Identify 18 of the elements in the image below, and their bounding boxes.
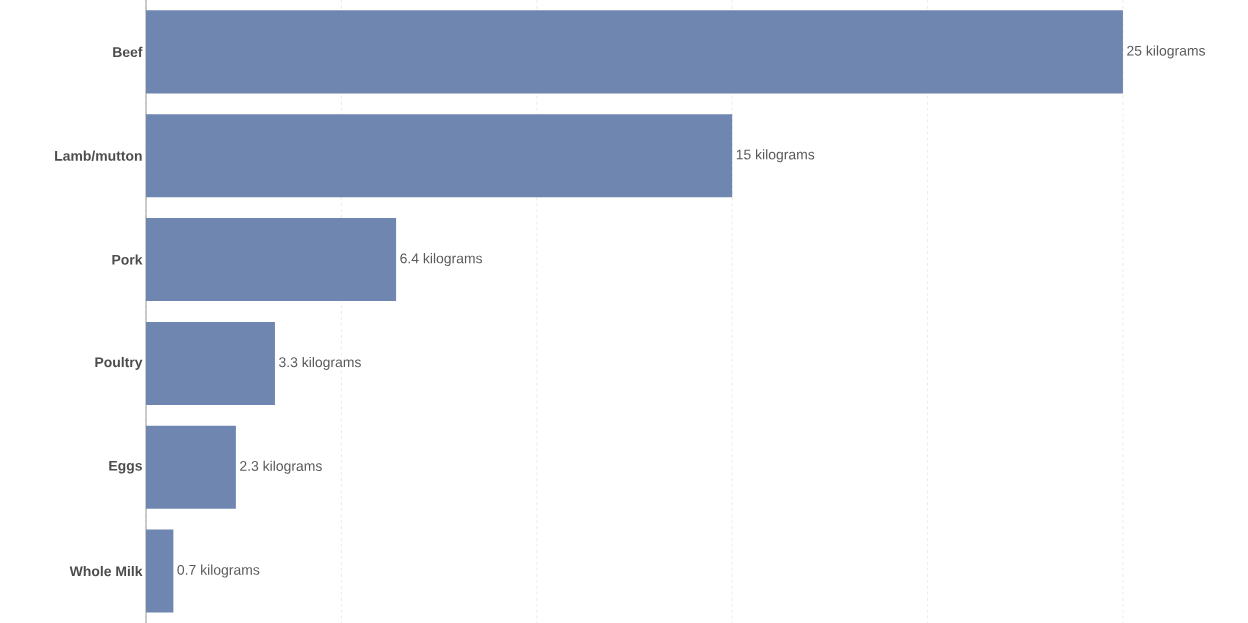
bar	[146, 114, 733, 198]
data-label: 6.4 kilograms	[400, 253, 483, 267]
y-tick-label: Pork	[112, 254, 143, 265]
y-tick-label: Poultry	[95, 356, 143, 370]
y-tick-label: Whole Milk	[69, 565, 143, 577]
data-label: 25 kilograms	[1127, 45, 1206, 59]
y-tick-label: Eggs	[109, 460, 142, 474]
data-label: 2.3 kilograms	[240, 460, 322, 474]
bar	[146, 10, 1123, 94]
bar	[146, 529, 174, 613]
bar	[146, 425, 236, 509]
data-label: 0.7 kilograms	[177, 564, 260, 578]
bar	[146, 321, 275, 405]
data-label: 15 kilograms	[736, 149, 815, 163]
bar	[146, 218, 397, 302]
y-tick-label: Lamb/mutton	[55, 150, 142, 161]
y-tick-label: Beef	[113, 46, 143, 58]
data-label: 3.3 kilograms	[279, 356, 361, 370]
